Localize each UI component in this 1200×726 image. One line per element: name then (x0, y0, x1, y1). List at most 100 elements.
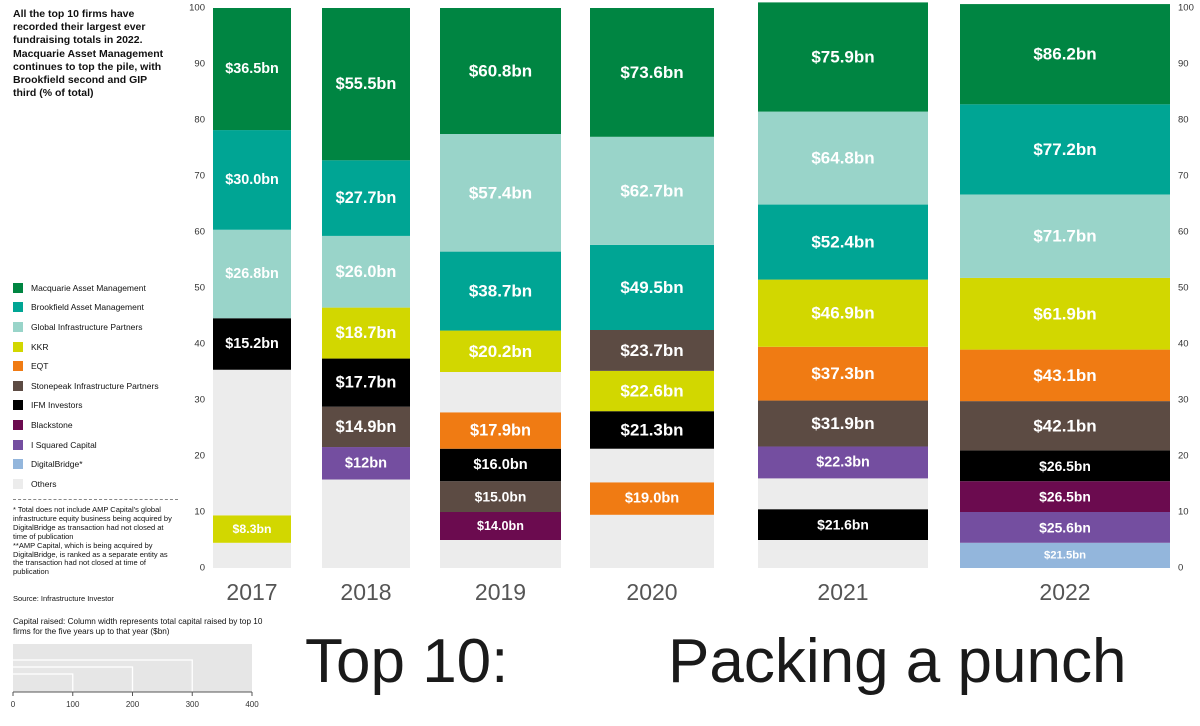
data-label: $62.7bn (620, 181, 683, 200)
bar-segment-kkr (322, 307, 410, 359)
legend-swatch (13, 459, 23, 470)
data-label: $25.6bn (1039, 519, 1091, 535)
data-label: $17.9bn (470, 422, 531, 440)
y-tick-label-left: 50 (194, 283, 205, 294)
bar-segment-others (590, 514, 714, 568)
data-label: $77.2bn (1033, 140, 1096, 159)
y-tick-label-right: 0 (1178, 563, 1183, 574)
data-label: $15.2bn (225, 336, 279, 352)
bar-segment-eqt (590, 482, 714, 515)
data-label: $21.5bn (1044, 549, 1086, 561)
data-label: $26.0bn (336, 263, 397, 281)
mini-tick-label: 100 (66, 700, 80, 709)
legend-label: Others (31, 478, 57, 489)
bar-segment-others (213, 369, 291, 516)
main-title-left: Top 10: (305, 627, 509, 696)
mini-chart-title: Capital raised: Column width represents … (13, 617, 263, 636)
data-label: $64.8bn (811, 149, 874, 168)
column-2017: $8.3bn $15.2bn $26.8bn $30.0bn $36.5bn (213, 8, 291, 568)
data-label: $42.1bn (1033, 416, 1096, 435)
data-label: $57.4bn (469, 183, 532, 202)
bar-segment-brookfield-asset-management (213, 130, 291, 230)
data-label: $21.3bn (621, 420, 684, 439)
mini-tick-label: 200 (126, 700, 140, 709)
data-label: $46.9bn (811, 304, 874, 323)
y-tick-label-left: 20 (194, 451, 205, 462)
data-label: $14.9bn (336, 418, 397, 436)
data-label: $38.7bn (469, 282, 532, 301)
data-label: $75.9bn (811, 48, 874, 67)
y-tick-label-right: 30 (1178, 395, 1189, 406)
data-label: $30.0bn (225, 172, 279, 188)
bar-segment-ifm-investors (960, 450, 1170, 482)
mini-chart-guide (13, 673, 74, 692)
legend-swatch (13, 400, 23, 411)
bar-segment-ifm-investors (590, 411, 714, 449)
bar-segment-stonepeak-infrastructure-partners (322, 406, 410, 448)
y-tick-label-right: 80 (1178, 115, 1189, 126)
bar-segment-i-squared-capital (960, 512, 1170, 543)
data-label: $14.0bn (477, 519, 524, 533)
bar-segment-stonepeak-infrastructure-partners (758, 400, 928, 447)
data-label: $73.6bn (620, 63, 683, 82)
data-label: $27.7bn (336, 189, 397, 207)
data-label: $26.5bn (1039, 458, 1091, 474)
data-label: $52.4bn (811, 233, 874, 252)
mini-tick-label: 0 (11, 700, 16, 709)
bar-segment-brookfield-asset-management (590, 244, 714, 330)
footnote-amp-capital: **AMP Capital, which is being acquired b… (13, 540, 168, 577)
legend-swatch (13, 302, 23, 313)
column-2018: $12bn $14.9bn $17.7bn $18.7bn $26.0bn $27.7bn… (322, 8, 410, 568)
x-tick-label: 2020 (626, 579, 677, 605)
bar-segment-eqt (960, 349, 1170, 402)
y-tick-label-right: 90 (1178, 59, 1189, 70)
bar-segment-stonepeak-infrastructure-partners (440, 481, 561, 512)
bar-segment-others (758, 540, 928, 568)
bar-segment-eqt (758, 346, 928, 401)
column-2022: $21.5bn $25.6bn $26.5bn $26.5bn $42.1bn $43.1… (960, 4, 1170, 568)
bar-segment-others (440, 540, 561, 568)
data-label: $12bn (345, 455, 387, 471)
data-label: $26.8bn (225, 266, 279, 282)
data-label: $22.6bn (620, 382, 683, 401)
stacked-bar-chart: $8.3bn $15.2bn $26.8bn $30.0bn $36.5bn 2017 $1… (189, 2, 1194, 605)
y-tick-label-left: 10 (194, 507, 205, 518)
x-tick-label: 2019 (475, 579, 526, 605)
chart-intro: All the top 10 firms have recorded their… (13, 8, 164, 100)
bar-segment-brookfield-asset-management (758, 204, 928, 280)
legend-label: Macquarie Asset Management (31, 282, 146, 293)
data-label: $31.9bn (811, 414, 874, 433)
legend-item-kkr: KKR (13, 337, 188, 357)
legend-divider (13, 499, 178, 500)
data-label: $16.0bn (473, 457, 527, 473)
data-label: $23.7bn (620, 341, 683, 360)
mini-tick-label: 300 (186, 700, 200, 709)
legend-swatch (13, 380, 23, 391)
bar-segment-kkr (590, 370, 714, 412)
bar-segment-stonepeak-infrastructure-partners (590, 330, 714, 371)
bar-segment-blackstone (960, 481, 1170, 512)
legend-item-global-infrastructure-partners: Global Infrastructure Partners (13, 317, 188, 337)
data-label: $86.2bn (1033, 45, 1096, 64)
x-tick-label: 2018 (340, 579, 391, 605)
bar-segment-macquarie-asset-management (590, 8, 714, 137)
mini-chart: 0 100 200 300 400 (11, 644, 259, 709)
legend-label: Blackstone (31, 419, 73, 430)
data-label: $21.6bn (817, 517, 869, 533)
legend-label: DigitalBridge* (31, 459, 83, 470)
y-tick-label-left: 30 (194, 395, 205, 406)
legend-label: Stonepeak Infrastructure Partners (31, 380, 159, 391)
bar-segment-kkr (960, 277, 1170, 350)
bar-segment-blackstone (440, 512, 561, 540)
bar-segment-brookfield-asset-management (440, 251, 561, 331)
legend-label: IFM Investors (31, 400, 83, 411)
legend-label: Global Infrastructure Partners (31, 321, 143, 332)
legend-swatch (13, 478, 23, 489)
bar-segment-others (440, 372, 561, 413)
y-tick-label-left: 90 (194, 59, 205, 70)
legend-swatch (13, 439, 23, 450)
bar-segment-digitalbridge (960, 542, 1170, 568)
legend-swatch (13, 282, 23, 293)
data-label: $49.5bn (620, 278, 683, 297)
mini-chart-guide (13, 659, 193, 692)
